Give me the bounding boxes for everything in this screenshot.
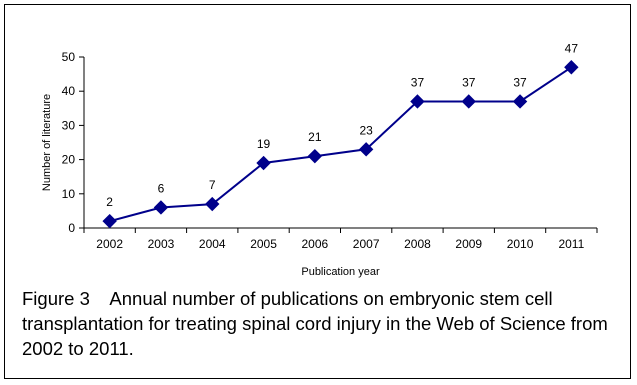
x-tick-label: 2011 [558, 237, 584, 251]
y-tick-label: 50 [62, 50, 76, 64]
data-label: 47 [565, 41, 579, 55]
x-tick-label: 2010 [507, 237, 534, 251]
x-axis-title: Publication year [301, 266, 380, 278]
chart-axes [79, 56, 598, 233]
x-tick-label: 2002 [96, 237, 123, 251]
x-tick-label: 2005 [250, 237, 277, 251]
data-point-marker [307, 148, 323, 164]
data-label: 21 [308, 130, 322, 144]
y-tick-label: 10 [62, 187, 76, 201]
data-point-marker [358, 142, 374, 157]
data-label: 37 [411, 75, 425, 89]
y-tick-label: 40 [62, 84, 76, 98]
data-point-marker [153, 200, 169, 215]
y-tick-label: 20 [62, 153, 76, 167]
x-tick-label: 2007 [353, 237, 380, 251]
y-axis-title: Number of literature [41, 94, 53, 191]
data-label: 37 [513, 75, 527, 89]
data-label: 6 [158, 181, 165, 195]
y-tick-labels: 0 10 20 30 40 50 [62, 50, 76, 235]
figure-caption: Figure 3 Annual number of publications o… [22, 288, 613, 359]
x-tick-label: 2003 [148, 237, 175, 251]
line-chart: 0 10 20 30 40 50 2002 2003 2004 2005 2006 2007 2008… [41, 41, 598, 278]
data-label: 7 [209, 178, 216, 192]
series-line [109, 66, 572, 223]
data-point-marker [256, 155, 271, 171]
x-tick-label: 2006 [301, 237, 328, 251]
y-tick-label: 0 [68, 221, 75, 235]
x-tick-labels: 2002 2003 2004 2005 2006 2007 2008 2009 2010 2011 [96, 237, 584, 251]
data-markers [102, 60, 579, 229]
data-point-marker [512, 94, 528, 109]
y-tick-label: 30 [62, 118, 76, 132]
data-label: 2 [106, 195, 113, 209]
data-labels: 2 6 7 19 21 23 37 37 37 47 [106, 41, 578, 209]
data-point-marker [102, 213, 117, 229]
data-point-marker [410, 94, 425, 109]
x-tick-label: 2008 [404, 237, 431, 251]
data-label: 23 [359, 123, 373, 137]
x-tick-label: 2009 [455, 237, 482, 251]
data-point-marker [205, 196, 220, 212]
figure-frame [4, 4, 631, 379]
x-tick-label: 2004 [199, 237, 226, 251]
data-label: 37 [462, 75, 476, 89]
data-label: 19 [257, 137, 271, 151]
data-point-marker [461, 94, 476, 109]
data-point-marker [564, 60, 579, 75]
